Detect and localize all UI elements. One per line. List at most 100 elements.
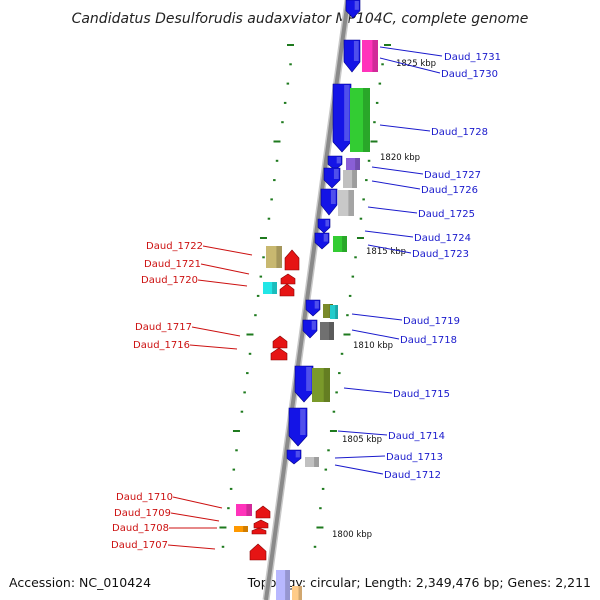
gene-feature-red-1720[interactable] [279, 283, 295, 297]
gene-feature-top[interactable] [345, 0, 361, 19]
gene-feature-daud-1718[interactable] [320, 322, 334, 340]
gene-feature-daud-1728-blue[interactable] [332, 83, 352, 153]
kbp-label-1810: 1810 kbp [353, 341, 393, 351]
gene-label-daud-1720[interactable]: Daud_1720 [141, 275, 198, 286]
gene-feature-daud-1709[interactable] [253, 519, 269, 529]
tick-mark [287, 44, 294, 46]
gene-feature-b-1725[interactable] [320, 188, 338, 216]
tick-mark [359, 217, 363, 220]
tick-mark [221, 545, 225, 548]
tick-mark [335, 391, 338, 394]
gene-label-daud-1707[interactable]: Daud_1707 [111, 540, 168, 551]
topology-label: Topology: circular; Length: 2,349,476 bp… [247, 575, 591, 590]
gene-feature-daud-1726[interactable] [343, 170, 357, 188]
gene-label-daud-1710[interactable]: Daud_1710 [116, 492, 173, 503]
tick-mark [259, 237, 267, 239]
tick-mark [227, 507, 230, 510]
gene-label-daud-1724[interactable]: Daud_1724 [414, 233, 471, 244]
tick-mark [367, 159, 371, 162]
tick-mark [329, 430, 337, 432]
tick-mark [354, 256, 357, 259]
tick-mark [262, 256, 265, 259]
gene-label-daud-1716[interactable]: Daud_1716 [133, 340, 190, 351]
kbp-label-1805: 1805 kbp [342, 435, 382, 445]
gene-label-daud-1709[interactable]: Daud_1709 [114, 508, 171, 519]
gene-feature-daud-1724[interactable] [314, 232, 330, 250]
gene-feature-daud-1707[interactable] [249, 543, 267, 561]
gene-label-daud-1731[interactable]: Daud_1731 [444, 52, 501, 63]
gene-label-daud-1717[interactable]: Daud_1717 [135, 322, 192, 333]
accession-label: Accession: NC_010424 [9, 575, 151, 590]
tick-mark [373, 121, 376, 124]
gene-label-daud-1725[interactable]: Daud_1725 [418, 209, 475, 220]
gene-feature-daud-1725[interactable] [338, 190, 354, 216]
gene-feature-red-1710[interactable] [255, 505, 271, 519]
tick-mark [286, 82, 290, 85]
gene-feature-daud-1731[interactable] [343, 39, 361, 73]
kbp-label-1800: 1800 kbp [332, 530, 372, 540]
gene-feature-daud-1727[interactable] [346, 158, 360, 170]
tick-mark [362, 198, 365, 201]
gene-feature-daud-1716[interactable] [270, 347, 288, 361]
tick-mark [327, 449, 330, 452]
gene-feature-bottom[interactable] [276, 570, 290, 600]
gene-feature-daud-1720[interactable] [263, 282, 277, 294]
tick-mark [232, 430, 240, 432]
gene-label-daud-1719[interactable]: Daud_1719 [403, 316, 460, 327]
tick-mark [267, 217, 271, 220]
gene-label-daud-1728[interactable]: Daud_1728 [431, 127, 488, 138]
gene-feature-b-1727[interactable] [327, 155, 343, 171]
tick-mark [240, 410, 244, 413]
gene-feature-b-1726[interactable] [323, 167, 341, 189]
gene-label-daud-1718[interactable]: Daud_1718 [400, 335, 457, 346]
gene-label-daud-1712[interactable]: Daud_1712 [384, 470, 441, 481]
tick-mark [351, 275, 355, 278]
gene-label-daud-1714[interactable]: Daud_1714 [388, 431, 445, 442]
tick-mark [273, 179, 276, 182]
gene-feature-daud-1721[interactable] [280, 273, 296, 285]
gene-feature-b-1724[interactable] [317, 218, 331, 234]
gene-label-daud-1726[interactable]: Daud_1726 [421, 185, 478, 196]
tick-mark [370, 140, 378, 143]
gene-feature-daud-1717[interactable] [272, 335, 288, 349]
gene-label-daud-1727[interactable]: Daud_1727 [424, 170, 481, 181]
tick-mark [324, 468, 328, 471]
gene-label-daud-1723[interactable]: Daud_1723 [412, 249, 469, 260]
gene-feature-daud-1714[interactable] [288, 407, 308, 447]
tick-mark [254, 314, 257, 317]
gene-feature-daud-1715[interactable] [312, 368, 330, 402]
gene-feature-daud-1712[interactable] [305, 457, 319, 467]
tick-mark [235, 449, 238, 452]
kbp-label-1825: 1825 kbp [396, 59, 436, 69]
tick-mark [375, 101, 379, 104]
tick-mark [270, 198, 273, 201]
gene-label-daud-1721[interactable]: Daud_1721 [144, 259, 201, 270]
gene-feature-daud-1713[interactable] [286, 449, 302, 465]
kbp-label-1815: 1815 kbp [366, 247, 406, 257]
gene-label-daud-1713[interactable]: Daud_1713 [386, 452, 443, 463]
tick-mark [348, 294, 352, 297]
tick-mark [316, 526, 324, 529]
gene-label-daud-1708[interactable]: Daud_1708 [112, 523, 169, 534]
tick-mark [378, 82, 382, 85]
gene-feature-daud-1708[interactable] [234, 526, 248, 532]
gene-label-daud-1730[interactable]: Daud_1730 [441, 69, 498, 80]
gene-feature-red-1722[interactable] [284, 249, 300, 271]
tick-mark [365, 179, 368, 182]
tick-mark [346, 314, 349, 317]
gene-feature-b-1715[interactable] [294, 365, 314, 403]
gene-feature-daud-1722[interactable] [266, 246, 282, 268]
gene-feature-daud-1730[interactable] [362, 40, 378, 72]
tick-mark [273, 140, 281, 143]
gene-feature-bottom-2[interactable] [292, 586, 302, 600]
gene-label-daud-1715[interactable]: Daud_1715 [393, 389, 450, 400]
gene-label-daud-1722[interactable]: Daud_1722 [146, 241, 203, 252]
tick-mark [246, 333, 254, 336]
gene-feature-b-1719[interactable] [305, 299, 321, 317]
gene-feature-daud-1719[interactable] [330, 305, 338, 319]
gene-feature-daud-1728[interactable] [350, 88, 370, 152]
gene-feature-daud-1710[interactable] [236, 504, 252, 516]
gene-feature-red-1708[interactable] [251, 527, 267, 535]
gene-feature-daud-1723[interactable] [333, 236, 347, 252]
gene-feature-daud-1718-blue[interactable] [302, 319, 318, 339]
